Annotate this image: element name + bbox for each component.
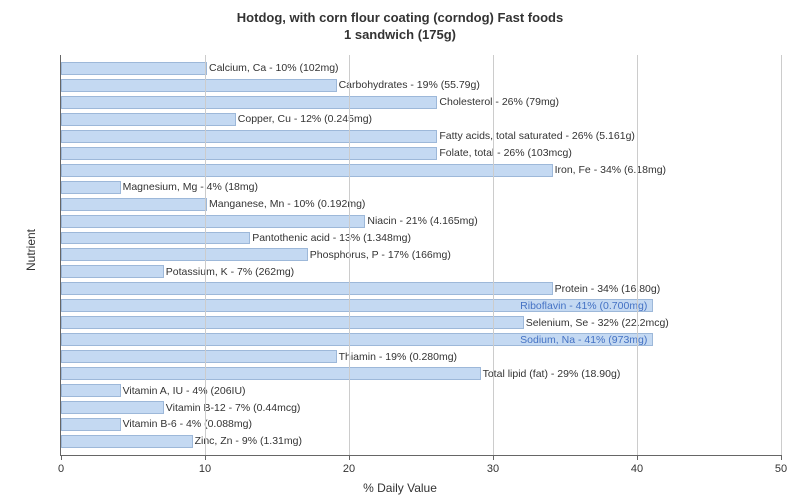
nutrient-bar bbox=[61, 232, 250, 245]
nutrient-label: Protein - 34% (16.80g) bbox=[551, 283, 661, 295]
nutrient-bar bbox=[61, 401, 164, 414]
x-tick-label: 40 bbox=[631, 463, 643, 475]
nutrient-bar bbox=[61, 164, 553, 177]
nutrient-label: Total lipid (fat) - 29% (18.90g) bbox=[479, 368, 621, 380]
bar-row: Vitamin A, IU - 4% (206IU) bbox=[61, 382, 781, 399]
x-tick-label: 20 bbox=[343, 463, 355, 475]
nutrient-bar bbox=[61, 198, 207, 211]
x-tick-label: 10 bbox=[199, 463, 211, 475]
bar-row: Protein - 34% (16.80g) bbox=[61, 280, 781, 297]
nutrient-bar bbox=[61, 215, 365, 228]
x-tick bbox=[349, 455, 350, 460]
nutrient-bar bbox=[61, 367, 481, 380]
nutrient-bar bbox=[61, 316, 524, 329]
nutrient-label: Vitamin B-6 - 4% (0.088mg) bbox=[119, 418, 252, 430]
nutrient-label: Selenium, Se - 32% (22.2mcg) bbox=[522, 317, 669, 329]
bar-row: Pantothenic acid - 13% (1.348mg) bbox=[61, 230, 781, 247]
nutrient-label: Magnesium, Mg - 4% (18mg) bbox=[119, 181, 258, 193]
nutrient-bar bbox=[61, 265, 164, 278]
title-line-2: 1 sandwich (175g) bbox=[0, 27, 800, 44]
bar-row: Total lipid (fat) - 29% (18.90g) bbox=[61, 365, 781, 382]
bar-row: Vitamin B-6 - 4% (0.088mg) bbox=[61, 416, 781, 433]
bar-row: Thiamin - 19% (0.280mg) bbox=[61, 348, 781, 365]
nutrient-label: Vitamin B-12 - 7% (0.44mcg) bbox=[162, 402, 301, 414]
nutrient-label: Phosphorus, P - 17% (166mg) bbox=[306, 249, 451, 261]
nutrient-bar bbox=[61, 79, 337, 92]
gridline bbox=[637, 55, 638, 455]
nutrient-bar bbox=[61, 384, 121, 397]
nutrient-bar bbox=[61, 350, 337, 363]
nutrient-label: Sodium, Na - 41% (973mg) bbox=[516, 334, 647, 346]
nutrient-label: Potassium, K - 7% (262mg) bbox=[162, 266, 294, 278]
nutrient-label: Zinc, Zn - 9% (1.31mg) bbox=[191, 435, 302, 447]
nutrient-chart: Hotdog, with corn flour coating (corndog… bbox=[0, 0, 800, 500]
bar-row: Iron, Fe - 34% (6.18mg) bbox=[61, 162, 781, 179]
nutrient-bar bbox=[61, 435, 193, 448]
bar-row: Manganese, Mn - 10% (0.192mg) bbox=[61, 196, 781, 213]
bar-row: Magnesium, Mg - 4% (18mg) bbox=[61, 179, 781, 196]
y-axis-label: Nutrient bbox=[24, 229, 38, 271]
nutrient-bar bbox=[61, 62, 207, 75]
x-tick bbox=[637, 455, 638, 460]
nutrient-label: Folate, total - 26% (103mcg) bbox=[435, 147, 571, 159]
nutrient-label: Copper, Cu - 12% (0.245mg) bbox=[234, 113, 372, 125]
nutrient-label: Cholesterol - 26% (79mg) bbox=[435, 96, 559, 108]
bar-row: Cholesterol - 26% (79mg) bbox=[61, 94, 781, 111]
nutrient-bar bbox=[61, 248, 308, 261]
x-tick bbox=[61, 455, 62, 460]
bar-row: Potassium, K - 7% (262mg) bbox=[61, 263, 781, 280]
bar-row: Calcium, Ca - 10% (102mg) bbox=[61, 60, 781, 77]
nutrient-bar bbox=[61, 113, 236, 126]
bar-row: Niacin - 21% (4.165mg) bbox=[61, 213, 781, 230]
x-axis-label: % Daily Value bbox=[363, 481, 437, 495]
nutrient-bar bbox=[61, 181, 121, 194]
gridline bbox=[349, 55, 350, 455]
nutrient-label: Niacin - 21% (4.165mg) bbox=[363, 215, 477, 227]
nutrient-bar bbox=[61, 130, 437, 143]
nutrient-label: Calcium, Ca - 10% (102mg) bbox=[205, 62, 339, 74]
nutrient-bar bbox=[61, 418, 121, 431]
nutrient-label: Fatty acids, total saturated - 26% (5.16… bbox=[435, 130, 635, 142]
nutrient-label: Manganese, Mn - 10% (0.192mg) bbox=[205, 198, 365, 210]
gridline bbox=[205, 55, 206, 455]
bar-row: Vitamin B-12 - 7% (0.44mcg) bbox=[61, 399, 781, 416]
nutrient-bar bbox=[61, 147, 437, 160]
bar-row: Fatty acids, total saturated - 26% (5.16… bbox=[61, 128, 781, 145]
x-tick-label: 0 bbox=[58, 463, 64, 475]
gridline bbox=[781, 55, 782, 455]
nutrient-label: Pantothenic acid - 13% (1.348mg) bbox=[248, 232, 411, 244]
chart-title: Hotdog, with corn flour coating (corndog… bbox=[0, 0, 800, 44]
bar-row: Copper, Cu - 12% (0.245mg) bbox=[61, 111, 781, 128]
bar-row: Selenium, Se - 32% (22.2mcg) bbox=[61, 314, 781, 331]
plot-area: Calcium, Ca - 10% (102mg) Carbohydrates -… bbox=[60, 55, 781, 456]
nutrient-label: Carbohydrates - 19% (55.79g) bbox=[335, 79, 480, 91]
nutrient-label: Iron, Fe - 34% (6.18mg) bbox=[551, 164, 666, 176]
nutrient-bar bbox=[61, 282, 553, 295]
bar-row: Sodium, Na - 41% (973mg) bbox=[61, 331, 781, 348]
nutrient-label: Thiamin - 19% (0.280mg) bbox=[335, 351, 457, 363]
x-tick bbox=[781, 455, 782, 460]
bar-row: Folate, total - 26% (103mcg) bbox=[61, 145, 781, 162]
gridline bbox=[493, 55, 494, 455]
bar-row: Zinc, Zn - 9% (1.31mg) bbox=[61, 433, 781, 450]
x-tick bbox=[493, 455, 494, 460]
bars-container: Calcium, Ca - 10% (102mg) Carbohydrates -… bbox=[61, 60, 781, 450]
bar-row: Riboflavin - 41% (0.700mg) bbox=[61, 297, 781, 314]
bar-row: Carbohydrates - 19% (55.79g) bbox=[61, 77, 781, 94]
nutrient-label: Vitamin A, IU - 4% (206IU) bbox=[119, 385, 246, 397]
nutrient-label: Riboflavin - 41% (0.700mg) bbox=[516, 300, 647, 312]
nutrient-bar bbox=[61, 96, 437, 109]
x-tick bbox=[205, 455, 206, 460]
x-tick-label: 30 bbox=[487, 463, 499, 475]
title-line-1: Hotdog, with corn flour coating (corndog… bbox=[0, 10, 800, 27]
bar-row: Phosphorus, P - 17% (166mg) bbox=[61, 246, 781, 263]
x-tick-label: 50 bbox=[775, 463, 787, 475]
